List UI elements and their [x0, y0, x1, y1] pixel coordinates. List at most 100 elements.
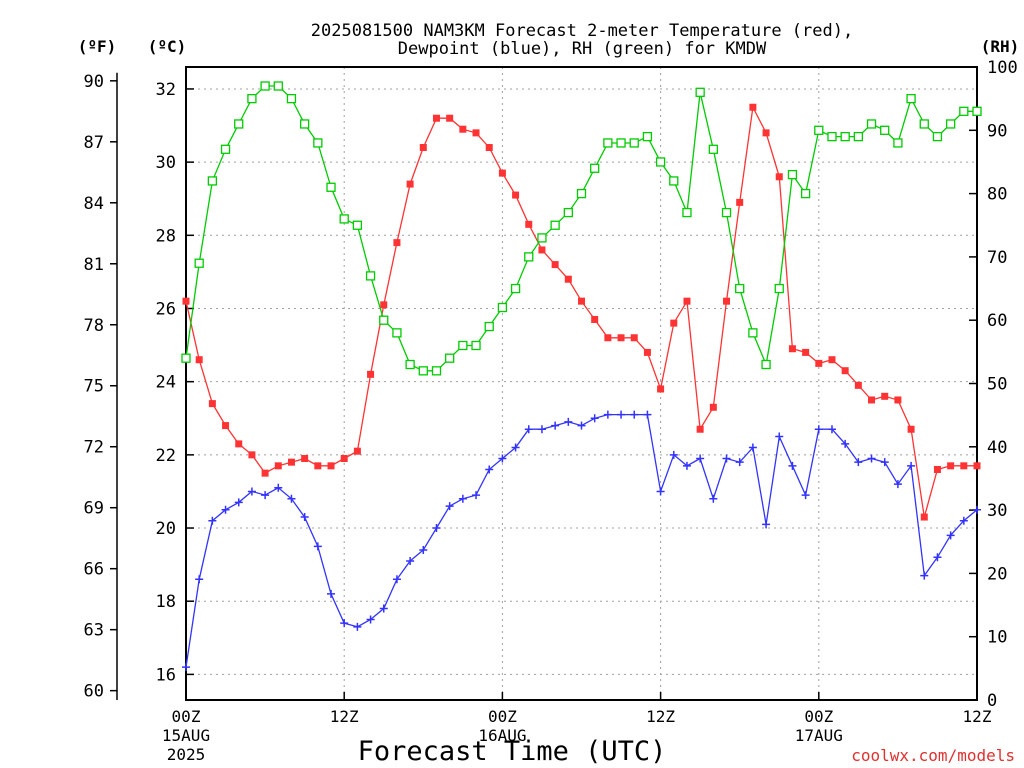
temperature-point [907, 425, 915, 433]
temperature-point [670, 319, 678, 327]
rh-point [616, 138, 626, 148]
x-date-label: 15AUG [162, 726, 210, 745]
x-date-label: 17AUG [795, 726, 843, 745]
temperature-point [222, 422, 230, 430]
temperature-point [749, 103, 757, 111]
dewpoint-point [247, 487, 256, 496]
temperature-point [419, 143, 427, 151]
dewpoint-point [445, 502, 454, 511]
fahrenheit-tick-label: 78 [84, 316, 104, 336]
data-series [181, 81, 982, 672]
plot-frame [185, 66, 978, 701]
temperature-point [841, 367, 849, 375]
celsius-tick-label: 24 [156, 373, 176, 393]
dewpoint-point [485, 465, 494, 474]
dewpoint-point [735, 458, 744, 467]
dewpoint-point [946, 531, 955, 540]
temperature-point [472, 129, 480, 137]
temperature-point [828, 356, 836, 364]
temperature-point [604, 334, 612, 342]
rh-point [748, 328, 758, 338]
x-tick-label: 12Z [963, 707, 992, 726]
dewpoint-point [933, 553, 942, 562]
rh-point [880, 125, 890, 135]
x-axis-title: Forecast Time (UTC) [358, 736, 667, 767]
dewpoint-point [313, 542, 322, 551]
temperature-point [538, 246, 546, 254]
rh-tick-label: 90 [987, 121, 1007, 141]
rh-point [945, 119, 956, 129]
rh-point [207, 176, 218, 186]
fahrenheit-tick-label: 87 [84, 133, 104, 153]
rh-point [972, 106, 982, 116]
dewpoint-point [801, 491, 810, 500]
dewpoint-point [841, 439, 850, 448]
rh-tick-label: 0 [987, 691, 997, 711]
dewpoint-point [261, 491, 270, 500]
dewpoint-point [498, 454, 507, 463]
x-tick-label: 00Z [172, 707, 201, 726]
temperature-point [947, 462, 955, 470]
dewpoint-point [511, 443, 520, 452]
x-tick-label: 12Z [646, 707, 675, 726]
rh-point [800, 188, 811, 199]
rh-point [181, 353, 191, 363]
temperature-point [261, 469, 269, 477]
temperature-point [775, 173, 783, 181]
rh-point [484, 321, 494, 332]
dewpoint-point [353, 622, 362, 631]
dewpoint-point [406, 556, 415, 565]
rh-point [537, 233, 547, 243]
rh-point [721, 207, 732, 218]
celsius-tick-label: 26 [156, 299, 176, 319]
fahrenheit-tick-label: 75 [84, 377, 104, 397]
rh-point [497, 302, 508, 313]
dewpoint-point [472, 491, 481, 500]
temperature-point [512, 191, 520, 199]
rh-point [959, 106, 969, 116]
dewpoint-point [827, 425, 836, 434]
temperature-point [762, 129, 770, 137]
dewpoint-point [274, 483, 283, 492]
rh-point [405, 359, 415, 370]
rh-point [590, 163, 600, 173]
temperature-point [960, 462, 968, 470]
dewpoint-point [300, 513, 309, 522]
rh-point [234, 119, 244, 129]
temperature-point [643, 348, 651, 356]
dewpoint-point [432, 524, 441, 533]
temperature-point [630, 334, 638, 342]
rh-point [919, 119, 929, 129]
temperature-point [208, 400, 216, 408]
temperature-point [340, 455, 348, 463]
rh-point [392, 328, 402, 338]
celsius-tick-label: 30 [156, 153, 176, 173]
rh-point [603, 138, 613, 148]
temperature-point [353, 447, 361, 455]
rh-tick-label: 30 [987, 501, 1007, 521]
dewpoint-point [603, 410, 612, 419]
fahrenheit-tick-label: 84 [84, 194, 104, 214]
dewpoint-point [392, 575, 401, 584]
dewpoint-point [643, 410, 652, 419]
temperature-point [736, 198, 744, 206]
temperature-point [195, 356, 203, 364]
temperature-point [854, 381, 862, 389]
dewpoint-point [182, 663, 190, 672]
temperature-point [709, 403, 717, 411]
rh-tick-label: 60 [987, 311, 1007, 331]
dewpoint-point [208, 516, 217, 525]
rh-point [629, 138, 639, 148]
dewpoint-point [867, 454, 876, 463]
temperature-point [446, 114, 454, 122]
fahrenheit-tick-label: 60 [84, 682, 104, 702]
dewpoint-point [617, 410, 626, 419]
temperature-point [881, 392, 889, 400]
dewpoint-point [577, 421, 586, 430]
dewpoint-point [762, 520, 771, 529]
rh-point [893, 138, 903, 148]
rh-tick-label: 50 [987, 375, 1007, 395]
dewpoint-point [287, 494, 296, 503]
fahrenheit-unit-label: (ºF) [78, 37, 117, 56]
